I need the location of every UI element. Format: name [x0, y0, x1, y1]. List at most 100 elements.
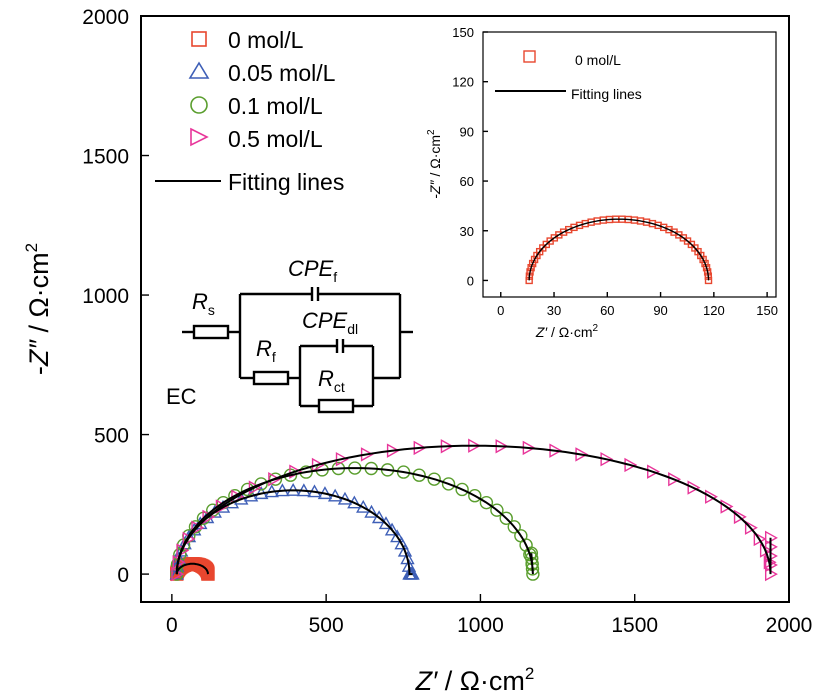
legend-marker-triangle-right	[190, 127, 209, 147]
inset-plot-frame	[482, 31, 777, 298]
x-tick-label: 150	[756, 303, 778, 318]
series-2	[170, 461, 540, 581]
data-point-circle	[254, 477, 268, 491]
data-point-triangle-right	[624, 457, 638, 473]
inset-x-axis-title: Z′ / Ω·cm2	[535, 323, 599, 340]
data-point-triangle-right	[668, 472, 682, 487]
data-point-triangle-right	[335, 452, 349, 467]
equivalent-circuit	[182, 287, 413, 414]
circuit-labels: Rs CPEf Rf CPEdl Rct EC	[166, 256, 358, 409]
legend-entry-01mol: 0.1 mol/L	[190, 93, 323, 119]
legend-entry-fitting: Fitting lines	[155, 169, 344, 195]
legend-label: Fitting lines	[228, 169, 344, 195]
fit-line-0	[175, 562, 209, 575]
data-point-triangle-right	[733, 509, 747, 525]
x-tick-label: 500	[309, 614, 344, 637]
data-point-square	[527, 263, 535, 272]
resistor-rs	[192, 324, 230, 340]
data-point-circle	[490, 503, 504, 517]
legend-entry-005mol: 0.05 mol/L	[188, 60, 336, 86]
data-point-triangle-up	[390, 529, 405, 543]
data-point-triangle-right	[311, 457, 325, 473]
inset-y-axis-title: -Z″ / Ω·cm2	[426, 129, 443, 199]
data-point-square	[528, 259, 537, 268]
data-point-square	[702, 263, 711, 272]
x-tick-label: 120	[703, 303, 725, 318]
label-rf: Rf	[256, 336, 276, 365]
data-point-circle	[412, 468, 426, 482]
data-point-circle	[468, 489, 482, 503]
y-tick-label: 500	[94, 425, 129, 448]
data-point-triangle-up	[394, 536, 409, 550]
y-axis-title: -Z″ / Ω·cm2	[22, 243, 54, 375]
label-cpe-dl: CPEdl	[302, 308, 358, 337]
resistor-rct	[317, 398, 355, 414]
inset-legend-marker-square	[523, 50, 536, 63]
legend-label: 0.1 mol/L	[228, 93, 323, 119]
data-point-circle	[499, 511, 513, 525]
label-ec: EC	[166, 384, 197, 409]
y-tick-label: 0	[117, 564, 129, 587]
data-point-circle	[441, 477, 456, 491]
y-tick-label: 0	[467, 273, 474, 288]
x-tick-label: 2000	[766, 614, 813, 637]
inset-legend: 0 mol/L Fitting lines	[495, 50, 642, 102]
legend-entry-0mol: 0 mol/L	[191, 27, 304, 53]
y-tick-label: 150	[452, 25, 474, 40]
x-tick-label: 1000	[457, 614, 504, 637]
x-tick-label: 60	[600, 303, 614, 318]
legend-marker-square	[191, 31, 207, 47]
data-point-triangle-right	[268, 472, 282, 487]
data-point-square	[699, 255, 707, 264]
data-point-triangle-right	[687, 480, 701, 495]
y-tick-label: 60	[460, 174, 474, 189]
data-point-triangle-right	[720, 499, 734, 514]
legend-label: 0.05 mol/L	[228, 60, 336, 86]
x-tick-label: 1500	[611, 614, 658, 637]
data-point-triangle-right	[753, 531, 767, 547]
data-point-triangle-up	[364, 504, 379, 518]
x-tick-label: 90	[653, 303, 667, 318]
legend-label: 0.5 mol/L	[228, 126, 323, 152]
series-1	[169, 482, 420, 580]
data-point-circle	[455, 482, 469, 497]
x-tick-label: 30	[547, 303, 561, 318]
legend-marker-triangle	[188, 61, 210, 79]
x-axis-title: Z′ / Ω·cm2	[415, 664, 535, 696]
data-point-circle	[427, 472, 441, 486]
data-point-triangle-right	[647, 464, 660, 479]
inset-legend-label: Fitting lines	[571, 86, 642, 102]
label-cpe-f: CPEf	[288, 256, 337, 285]
data-point-triangle-up	[378, 516, 394, 530]
data-point-circle	[479, 495, 494, 510]
main-plot-frame	[140, 15, 790, 603]
label-rct: Rct	[318, 366, 345, 395]
data-point-square	[701, 259, 709, 268]
data-point-circle	[507, 520, 521, 534]
y-tick-label: 90	[460, 124, 474, 139]
y-tick-label: 2000	[82, 6, 129, 29]
legend-marker-circle	[190, 96, 208, 114]
data-point-square	[201, 567, 215, 581]
y-tick-label: 1000	[82, 285, 129, 308]
data-point-triangle-right	[705, 489, 718, 504]
x-tick-label: 0	[166, 614, 178, 637]
data-point-triangle-up	[371, 510, 387, 524]
legend-entry-05mol: 0.5 mol/L	[190, 126, 323, 152]
fit-line-3	[175, 444, 772, 575]
y-tick-label: 30	[460, 224, 474, 239]
inset-legend-label: 0 mol/L	[575, 52, 621, 68]
data-point-circle	[240, 482, 255, 497]
data-point-triangle-up	[169, 566, 184, 580]
fit-line-0	[528, 218, 710, 281]
main-legend: 0 mol/L 0.05 mol/L 0.1 mol/L 0.5 mol/L F…	[155, 27, 344, 195]
data-point-triangle-up	[384, 522, 400, 536]
y-tick-label: 1500	[82, 146, 129, 169]
inset-background	[483, 32, 776, 297]
series-3	[171, 438, 778, 582]
data-point-triangle-right	[744, 520, 758, 535]
x-tick-label: 0	[497, 303, 504, 318]
fit-line-2	[175, 467, 534, 575]
resistor-rf	[252, 370, 290, 386]
